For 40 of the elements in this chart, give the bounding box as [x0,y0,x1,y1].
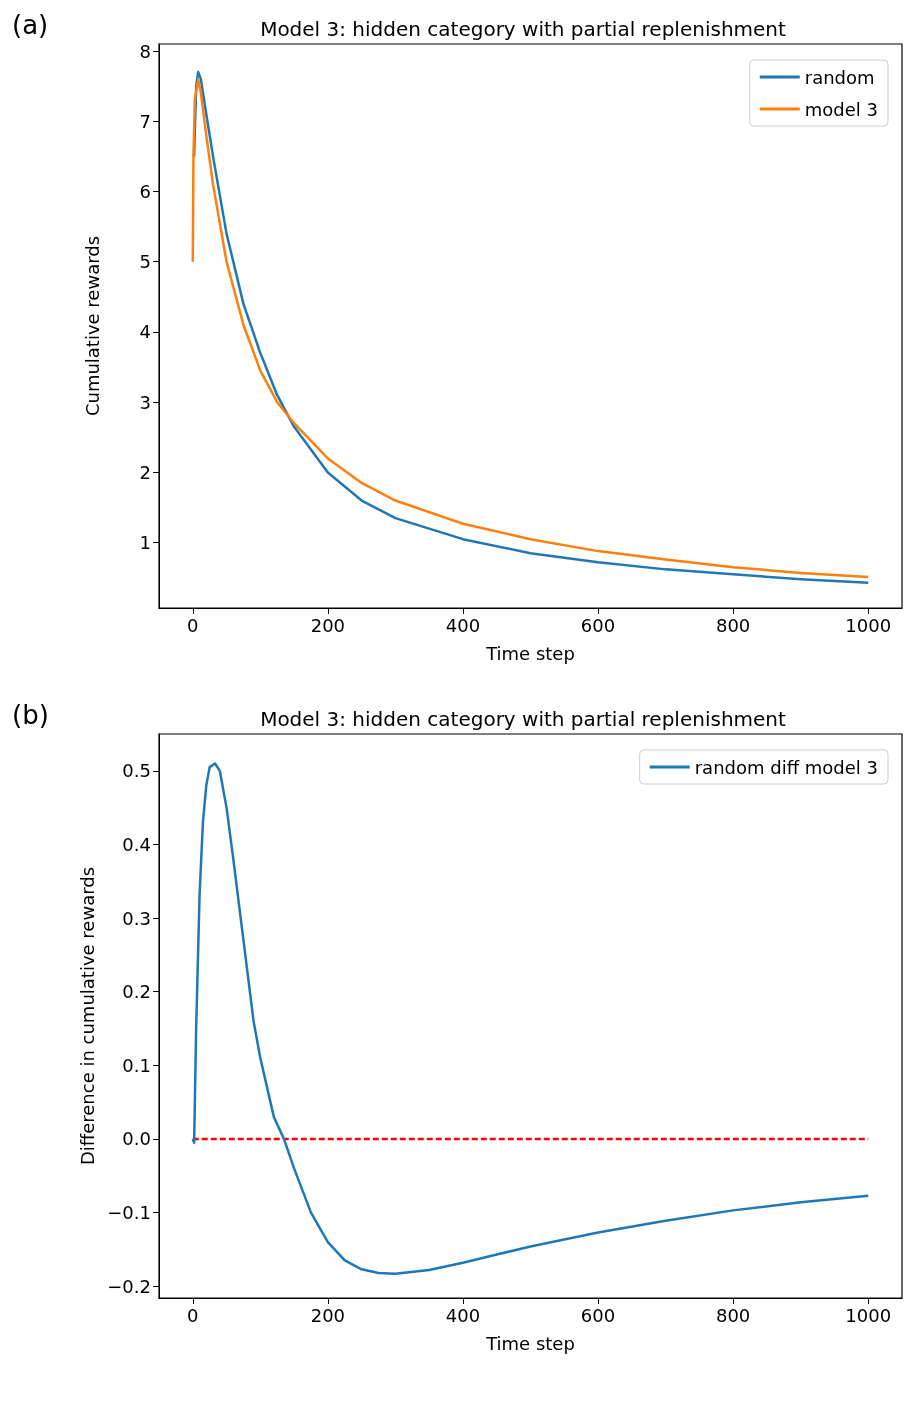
x-tick-label: 200 [310,1304,346,1326]
legend-label: random diff model 3 [694,756,879,778]
y-tick-label: 0.2 [122,981,151,1003]
legend-label: model 3 [804,98,879,120]
y-tick-label: −0.2 [107,1275,151,1297]
x-tick-label: 800 [715,1304,751,1326]
y-tick-label: 0.4 [122,833,151,855]
y-axis-title: Cumulative rewards [81,235,103,417]
x-tick-label: 1000 [845,1304,892,1326]
x-tick-label: 0 [187,1304,199,1326]
y-tick-label: 0.5 [122,760,151,782]
y-axis-title: Difference in cumulative rewards [76,866,98,1166]
chart-title: Model 3: hidden category with partial replenishment [260,707,787,731]
y-tick-label: 4 [139,321,151,343]
x-tick-label: 0 [187,614,199,636]
x-tick-label: 800 [715,614,751,636]
y-tick-label: 6 [139,181,151,202]
x-tick-label: 600 [580,614,616,636]
y-tick-label: 5 [139,251,151,273]
x-tick-label: 400 [445,614,481,636]
x-tick-label: 600 [580,1304,616,1326]
line-series [191,762,870,1275]
y-tick-label: 7 [139,110,151,132]
x-tick-label: 400 [445,1304,481,1326]
x-axis-title: Time step [485,642,575,664]
x-axis-title: Time step [485,1332,575,1354]
x-tick-label: 1000 [845,614,892,636]
x-tick-label: 200 [310,614,346,636]
y-tick-label: 0.0 [122,1128,151,1150]
y-tick-label: −0.1 [107,1202,151,1224]
text: (b) [12,700,49,730]
y-tick-label: 8 [139,40,151,62]
y-tick-label: 0.1 [122,1054,151,1076]
legend-label: random [804,66,875,88]
y-tick-label: 2 [139,461,151,483]
y-tick-label: 3 [139,391,151,413]
text: (a) [12,10,49,40]
y-tick-label: 0.3 [122,907,151,929]
y-tick-label: 1 [139,532,151,554]
chart-title: Model 3: hidden category with partial replenishment [260,17,787,41]
